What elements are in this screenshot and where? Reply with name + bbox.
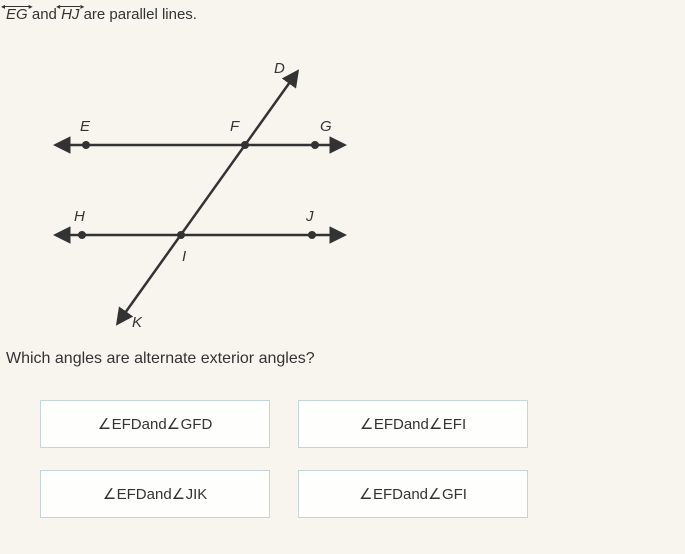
option-d-mid: and <box>403 486 428 503</box>
option-c-mid: and <box>147 486 172 503</box>
seg-hj: HJ <box>61 6 79 23</box>
answer-options: ∠EFD and ∠GFD ∠EFD and ∠EFI ∠EFD and ∠JI… <box>40 400 528 518</box>
point-f <box>241 141 249 149</box>
option-a-angle1: EFD <box>112 416 142 433</box>
option-c-angle2: JIK <box>186 486 208 503</box>
option-b-mid: and <box>404 416 429 433</box>
intro-end: are parallel lines. <box>79 6 197 23</box>
option-a-mid: and <box>142 416 167 433</box>
angle-symbol: ∠ <box>359 485 373 504</box>
angle-symbol: ∠ <box>429 415 443 434</box>
angle-symbol: ∠ <box>428 485 442 504</box>
option-c-angle1: EFD <box>117 486 147 503</box>
line-symbol-eg: ◂EG▸ <box>6 6 28 23</box>
point-e <box>82 141 90 149</box>
line-dk <box>120 75 295 320</box>
angle-symbol: ∠ <box>98 415 112 434</box>
label-f: F <box>230 118 240 135</box>
angle-symbol: ∠ <box>167 415 181 434</box>
option-d-angle1: EFD <box>373 486 403 503</box>
label-j: J <box>305 208 314 225</box>
problem-statement: ◂EG▸ and ◂HJ▸ are parallel lines. <box>6 6 197 23</box>
point-g <box>311 141 319 149</box>
angle-symbol: ∠ <box>172 485 186 504</box>
label-i: I <box>182 248 186 265</box>
option-c[interactable]: ∠EFD and ∠JIK <box>40 470 270 518</box>
label-h: H <box>74 208 85 225</box>
label-e: E <box>80 118 91 135</box>
option-a[interactable]: ∠EFD and ∠GFD <box>40 400 270 448</box>
label-g: G <box>320 118 332 135</box>
option-d[interactable]: ∠EFD and ∠GFI <box>298 470 528 518</box>
option-b[interactable]: ∠EFD and ∠EFI <box>298 400 528 448</box>
option-d-angle2: GFI <box>442 486 467 503</box>
point-j <box>308 231 316 239</box>
option-b-angle1: EFD <box>374 416 404 433</box>
option-a-angle2: GFD <box>181 416 213 433</box>
option-b-angle2: EFI <box>443 416 466 433</box>
angle-symbol: ∠ <box>360 415 374 434</box>
geometry-diagram: D E F G H I J K <box>20 45 380 345</box>
point-i <box>177 231 185 239</box>
point-h <box>78 231 86 239</box>
label-k: K <box>132 314 143 331</box>
line-symbol-hj: ◂HJ▸ <box>61 6 79 23</box>
seg-eg: EG <box>6 6 28 23</box>
label-d: D <box>274 60 285 77</box>
question-text: Which angles are alternate exterior angl… <box>6 350 315 368</box>
angle-symbol: ∠ <box>103 485 117 504</box>
